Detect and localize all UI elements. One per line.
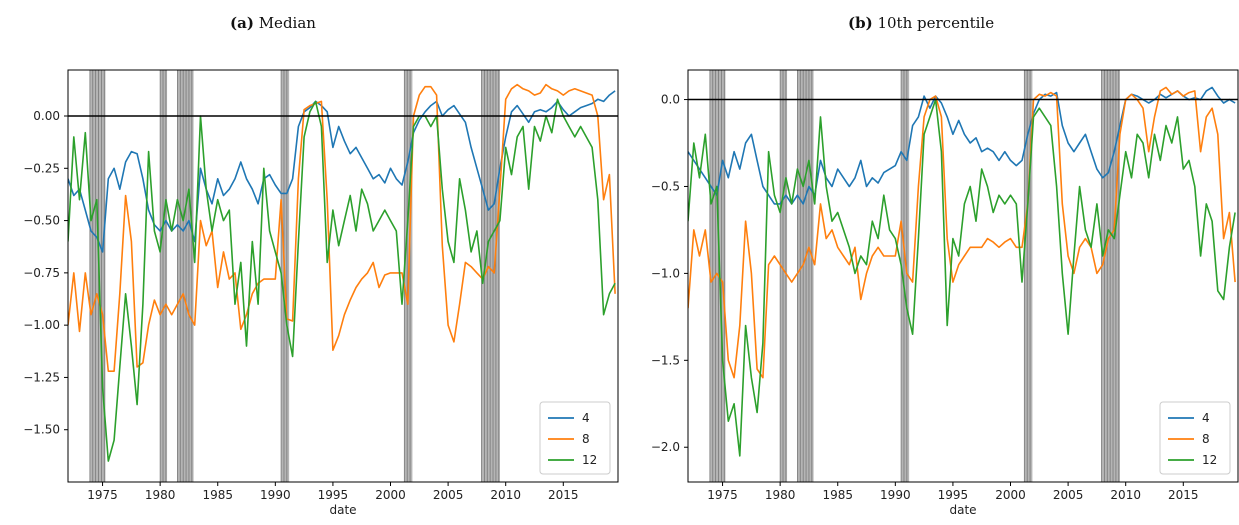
panel-title-text: 10th percentile [877,14,995,32]
y-tick-label: −1.5 [651,353,680,367]
recession-band [779,70,788,482]
chart-title: (b) 10th percentile [848,14,994,32]
panel-label: (a) [230,14,254,32]
plot-frame [687,69,1239,483]
x-tick-label: 2015 [1168,488,1199,502]
legend: 4 8 12 [1159,401,1231,475]
series-line-8 [68,83,616,373]
legend-entry: 4 [1202,411,1210,425]
x-tick-label: 2000 [995,488,1026,502]
x-tick-label: 1985 [822,488,853,502]
x-tick-label: 2015 [548,488,579,502]
recession-band [89,70,106,482]
x-tick-label: 1995 [318,488,349,502]
x-tick-label: 2005 [433,488,464,502]
x-tick-label: 2010 [1110,488,1141,502]
plot-frame [67,69,619,483]
chart-title: (a) Median [230,14,316,32]
panel-label: (b) [848,14,873,32]
legend: 4 8 12 [539,401,611,475]
legend-entry: 12 [1202,453,1217,467]
panel-title-text: Median [258,14,316,32]
y-tick-label: −0.25 [23,161,60,175]
series-line-12 [68,98,616,462]
x-tick-label: 2010 [490,488,521,502]
y-tick-label: 0.00 [33,109,60,123]
legend-entry: 8 [1202,432,1210,446]
recession-band [481,70,500,482]
recession-band [159,70,168,482]
recession-band [1023,70,1033,482]
x-tick-label: 1980 [145,488,176,502]
x-tick-label: 1975 [707,488,738,502]
x-tick-label: 1995 [938,488,969,502]
legend-entry: 8 [582,432,590,446]
recession-band [177,70,194,482]
y-tick-label: 0.0 [661,93,680,107]
y-tick-label: −1.00 [23,318,60,332]
x-tick-label: 1975 [87,488,118,502]
plot-area [68,70,618,482]
x-tick-label: 1990 [880,488,911,502]
y-tick-label: −0.75 [23,266,60,280]
recession-band [797,70,814,482]
y-tick-label: −0.5 [651,179,680,193]
y-tick-label: −0.50 [23,214,60,228]
x-tick-label: 1990 [260,488,291,502]
recession-band [900,70,910,482]
x-tick-label: 2000 [375,488,406,502]
x-tick-label: 1980 [765,488,796,502]
series-line-8 [688,86,1236,379]
recession-band [1101,70,1120,482]
legend-entry: 4 [582,411,590,425]
legend-entry: 12 [582,453,597,467]
x-axis-label: date [949,503,976,517]
x-axis-label: date [329,503,356,517]
y-tick-label: −2.0 [651,440,680,454]
series-line-12 [688,98,1236,457]
y-tick-label: −1.25 [23,370,60,384]
x-tick-label: 2005 [1053,488,1084,502]
plot-area [688,70,1238,482]
chart-panel-median: (a) Median 1975 1980 1985 1990 1995 2000 2005 2… [23,14,619,517]
y-tick-label: −1.50 [23,423,60,437]
chart-panel-10th-percentile: (b) 10th percentile 1975 1980 1985 1990 1995… [620,0,1239,525]
chart-median-svg: 1975 1980 1985 1990 1995 2000 2005 2010 2015 0.00… [23,69,619,517]
x-tick-label: 1985 [202,488,233,502]
chart-10th-percentile-svg: 1975 1980 1985 1990 1995 2000 2005 2010 2015 0.0 −… [651,69,1239,517]
y-tick-label: −1.0 [651,266,680,280]
